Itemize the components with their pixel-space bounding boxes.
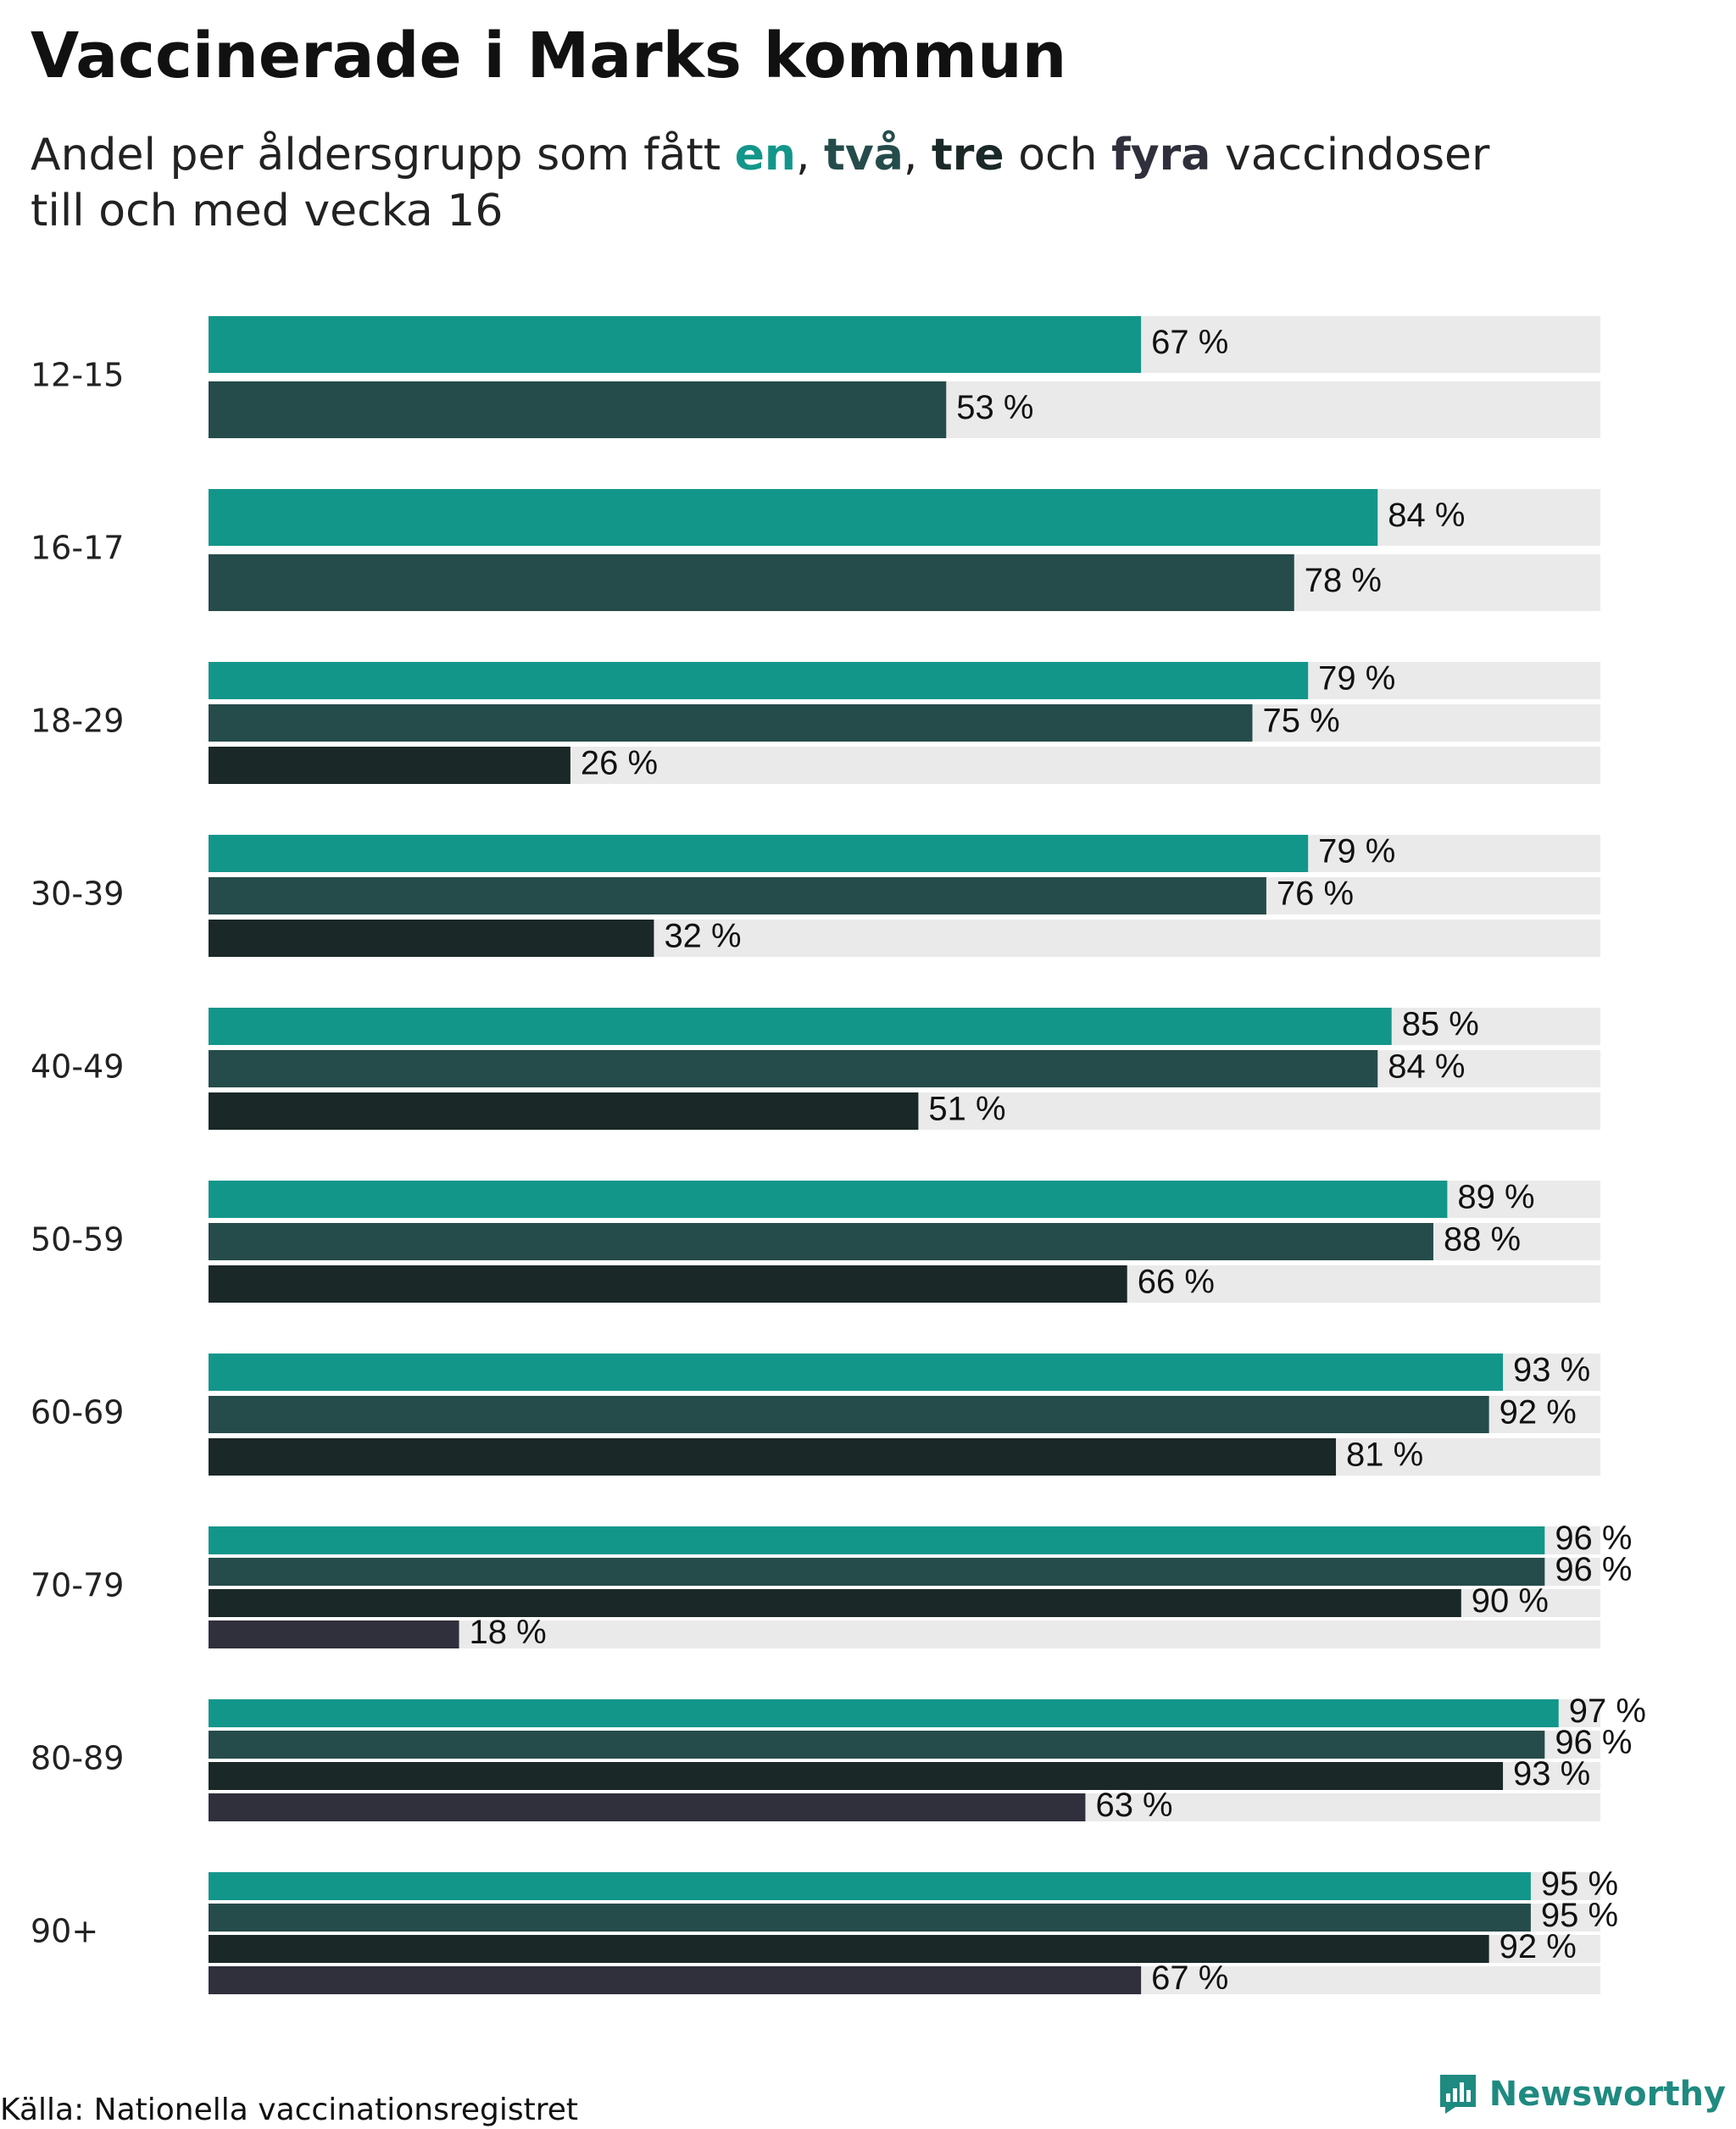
category-label: 80-89 — [31, 1740, 124, 1777]
subtitle-line2: till och med vecka 16 — [31, 186, 504, 236]
subtitle-separator: , — [903, 130, 932, 181]
bar-två — [209, 1396, 1489, 1433]
category-label: 16-17 — [31, 530, 124, 567]
newsworthy-logo-icon — [1439, 2075, 1476, 2114]
value-label: 53 % — [956, 389, 1033, 426]
bar-en — [209, 316, 1142, 373]
bar-en — [209, 1872, 1531, 1900]
value-label: 79 % — [1318, 833, 1395, 870]
value-label: 84 % — [1388, 497, 1465, 534]
value-label: 76 % — [1277, 876, 1354, 913]
bar-en — [209, 1008, 1392, 1045]
value-label: 96 % — [1555, 1724, 1632, 1761]
category-label: 18-29 — [31, 703, 124, 740]
bar-en — [209, 835, 1309, 872]
brand-name: Newsworthy — [1488, 2075, 1726, 2114]
value-label: 79 % — [1318, 660, 1395, 698]
bar-fyra — [209, 1620, 459, 1648]
value-label: 63 % — [1095, 1787, 1172, 1824]
bar-group-40-49: 40-49 85 % 84 % 51 % — [31, 1006, 1600, 1130]
category-label: 60-69 — [31, 1394, 124, 1431]
bar-tre — [209, 1762, 1504, 1790]
bar-en — [209, 1526, 1545, 1554]
bar-en — [209, 1354, 1504, 1391]
category-label: 70-79 — [31, 1567, 124, 1604]
value-label: 18 % — [470, 1614, 547, 1651]
value-label: 67 % — [1151, 1959, 1228, 1997]
bar-två — [209, 1223, 1433, 1260]
bar-tre — [209, 1935, 1489, 1963]
bar-fyra — [209, 1793, 1086, 1821]
category-label: 12-15 — [31, 357, 124, 394]
value-label: 88 % — [1444, 1221, 1521, 1259]
value-label: 51 % — [928, 1091, 1005, 1128]
value-label: 81 % — [1346, 1437, 1423, 1474]
bar-två — [209, 1558, 1545, 1586]
subtitle-separator: och — [1004, 130, 1112, 181]
bar-tre — [209, 920, 654, 957]
value-label: 93 % — [1513, 1352, 1590, 1389]
value-label: 66 % — [1138, 1264, 1215, 1301]
bar-två — [209, 554, 1294, 611]
bar-group-16-17: 16-17 84 %78 % — [31, 489, 1600, 611]
bar-group-90+: 90+95 %95 %92 %67 % — [31, 1865, 1618, 1997]
bar-group-12-15: 12-15 67 % 53 % — [31, 316, 1600, 438]
category-label: 40-49 — [31, 1048, 124, 1086]
bar-group-30-39: 30-39 79 % 76 % 32 % — [31, 833, 1600, 957]
value-label: 92 % — [1500, 1928, 1577, 1965]
value-label: 75 % — [1263, 703, 1340, 740]
value-label: 78 % — [1305, 562, 1382, 599]
bar-group-18-29: 18-29 79 % 75 % 26 % — [31, 660, 1600, 784]
bar-fyra — [209, 1966, 1142, 1994]
legend-two-doses: två — [824, 130, 904, 181]
bar-två — [209, 877, 1266, 914]
bar-två — [209, 1050, 1378, 1087]
subtitle-text: Andel per åldersgrupp som fått — [31, 130, 735, 181]
subtitle-text: vaccindoser — [1210, 130, 1490, 181]
value-label: 32 % — [664, 918, 741, 955]
legend-one-dose: en — [734, 130, 796, 181]
value-label: 90 % — [1472, 1582, 1549, 1620]
bar-tre — [209, 1265, 1127, 1303]
bar-två — [209, 1731, 1545, 1759]
category-label: 30-39 — [31, 876, 124, 913]
bar-tre — [209, 1092, 919, 1130]
bar-group-70-79: 70-79 96 %96 %90 % 18 % — [31, 1520, 1632, 1651]
value-label: 67 % — [1151, 324, 1228, 361]
bar-en — [209, 662, 1309, 699]
bar-två — [209, 381, 947, 438]
source-note: Källa: Nationella vaccinationsregistret — [0, 2093, 578, 2127]
chart-title: Vaccinerade i Marks kommun — [31, 19, 1067, 92]
legend-three-doses: tre — [931, 130, 1004, 181]
bar-en — [209, 1699, 1559, 1727]
value-label: 89 % — [1457, 1179, 1534, 1216]
value-label: 96 % — [1555, 1551, 1632, 1588]
value-label: 92 % — [1500, 1394, 1577, 1431]
bar-en — [209, 1181, 1448, 1218]
value-label: 85 % — [1402, 1006, 1479, 1043]
brand-logo: Newsworthy — [1438, 2073, 1726, 2115]
value-label: 93 % — [1513, 1755, 1590, 1793]
bar-tre — [209, 1438, 1337, 1476]
bar-tre — [209, 1589, 1461, 1617]
bar-två — [209, 704, 1253, 742]
category-label: 50-59 — [31, 1221, 124, 1259]
value-label: 97 % — [1569, 1693, 1646, 1730]
legend-four-doses: fyra — [1111, 130, 1211, 181]
subtitle-separator: , — [795, 130, 825, 181]
value-label: 95 % — [1541, 1865, 1618, 1903]
value-label: 95 % — [1541, 1897, 1618, 1934]
value-label: 84 % — [1388, 1048, 1465, 1086]
bar-group-80-89: 80-89 97 %96 %93 % 63 % — [31, 1693, 1646, 1824]
bar-group-50-59: 50-59 89 % 88 % 66 % — [31, 1179, 1600, 1303]
value-label: 26 % — [581, 745, 658, 782]
bar-två — [209, 1904, 1531, 1932]
chart-subtitle: Andel per åldersgrupp som fått en, två, … — [31, 127, 1641, 239]
value-label: 96 % — [1555, 1520, 1632, 1557]
category-label: 90+ — [31, 1913, 98, 1950]
bar-group-60-69: 60-69 93 % 92 % 81 % — [31, 1352, 1600, 1476]
bar-en — [209, 489, 1378, 546]
bar-tre — [209, 747, 570, 784]
